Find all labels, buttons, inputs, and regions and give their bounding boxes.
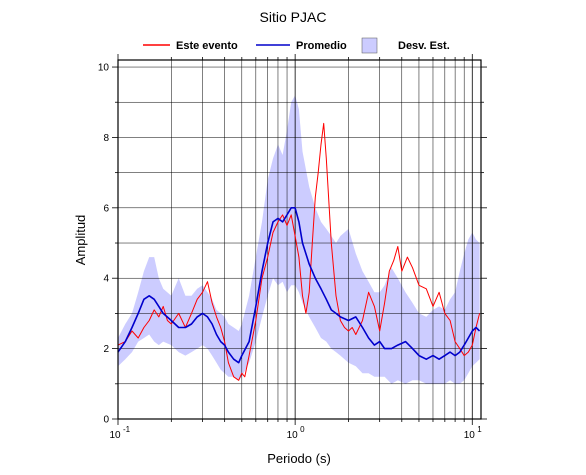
y-tick-label: 2 bbox=[103, 344, 109, 355]
legend-label-este-evento: Este evento bbox=[176, 40, 238, 52]
y-axis-label: Amplitud bbox=[73, 215, 88, 266]
legend-label-desv-est: Desv. Est. bbox=[398, 40, 450, 52]
y-tick-label: 4 bbox=[103, 274, 109, 285]
x-tick-exponent: 0 bbox=[300, 425, 305, 434]
x-axis-label: Periodo (s) bbox=[267, 451, 331, 466]
x-tick-exponent: 1 bbox=[477, 425, 482, 434]
chart-title: Sitio PJAC bbox=[260, 9, 327, 25]
x-tick-label: 10 bbox=[109, 430, 121, 441]
x-tick-label: 10 bbox=[464, 430, 476, 441]
series-layer bbox=[117, 122, 481, 381]
series-line-este-evento bbox=[117, 122, 481, 381]
y-tick-label: 0 bbox=[103, 415, 109, 426]
legend-label-promedio: Promedio bbox=[296, 40, 347, 52]
legend: Este evento Promedio Desv. Est. bbox=[143, 37, 450, 54]
series-line-promedio bbox=[117, 207, 481, 364]
legend-swatch-desv-est bbox=[361, 37, 378, 54]
y-tick-label: 6 bbox=[103, 203, 109, 214]
y-tick-label: 10 bbox=[98, 63, 110, 74]
y-tick-label: 8 bbox=[103, 133, 109, 144]
grid-layer bbox=[117, 60, 481, 420]
band-layer bbox=[118, 95, 480, 384]
x-tick-exponent: -1 bbox=[123, 425, 131, 434]
plot-frame bbox=[117, 59, 482, 420]
x-tick-label: 10 bbox=[287, 430, 299, 441]
std-dev-band bbox=[118, 95, 480, 384]
